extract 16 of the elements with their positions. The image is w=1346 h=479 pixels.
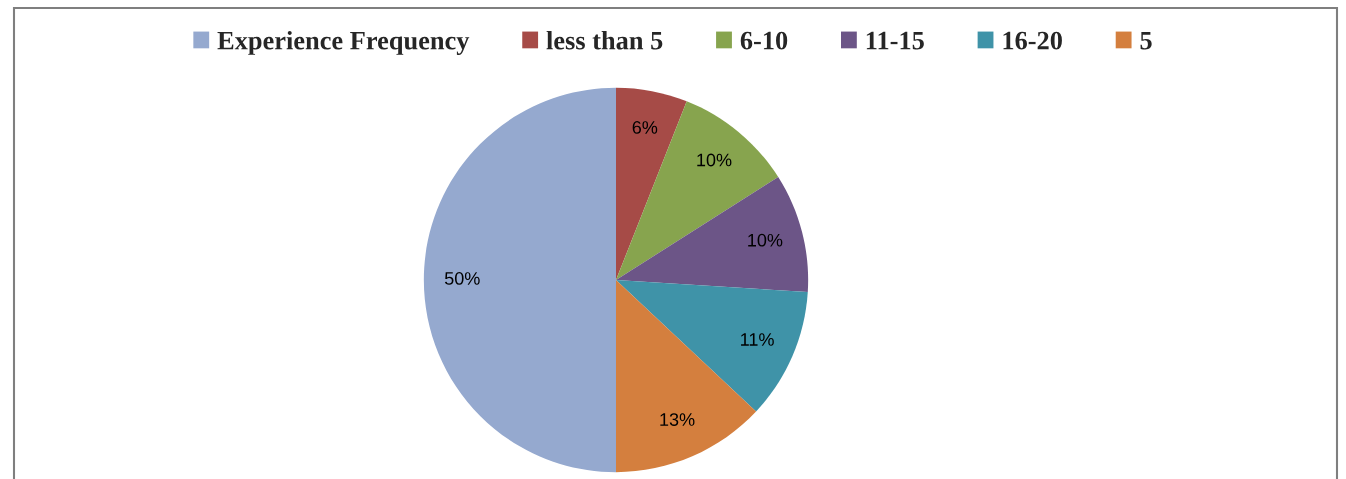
legend-label: 5 [1140, 31, 1152, 50]
data-label: 50% [444, 272, 480, 285]
data-label: 11% [741, 333, 774, 346]
pie-slice [616, 280, 808, 412]
legend-label: 16-20 [1003, 31, 1062, 50]
legend-label: 11-15 [866, 31, 924, 50]
data-label: 10% [748, 233, 783, 247]
legend-label: 6-10 [740, 31, 788, 50]
pie-slice [616, 87, 687, 280]
pie-slice [423, 87, 616, 473]
data-label: 6% [632, 121, 658, 134]
data-label: 10% [697, 153, 732, 167]
pie-slice [616, 177, 809, 293]
legend-label: Experience Frequency [217, 30, 470, 55]
legend-label: less than 5 [546, 30, 663, 50]
data-label: 13% [660, 413, 695, 426]
